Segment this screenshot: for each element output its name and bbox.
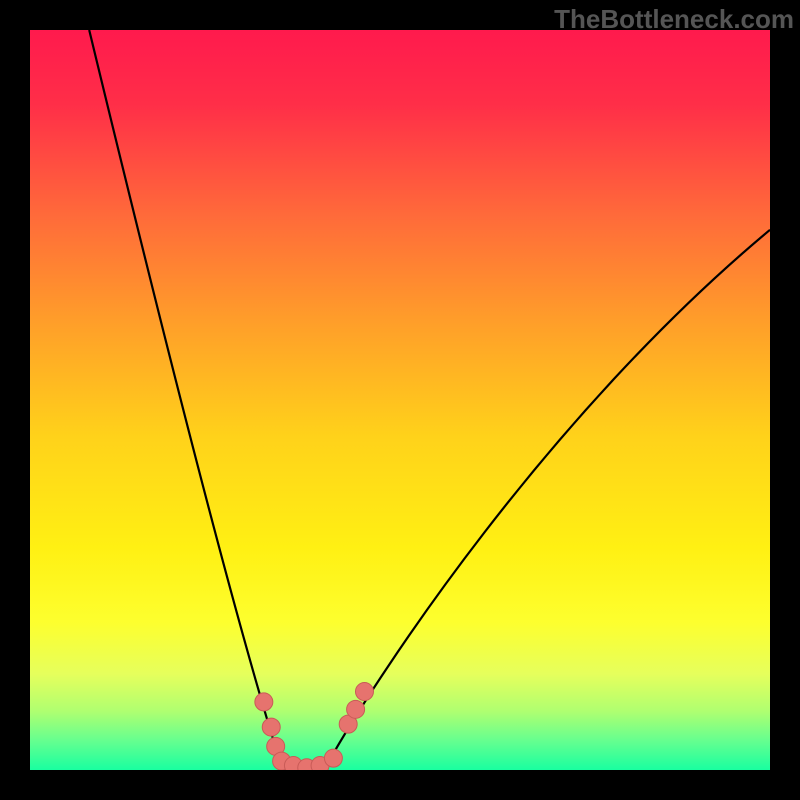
marker-point <box>347 700 365 718</box>
marker-point <box>355 683 373 701</box>
marker-point <box>255 693 273 711</box>
chart-svg <box>0 0 800 800</box>
marker-point <box>324 749 342 767</box>
watermark-text: TheBottleneck.com <box>554 4 794 35</box>
marker-point <box>262 718 280 736</box>
plot-background <box>30 30 770 770</box>
